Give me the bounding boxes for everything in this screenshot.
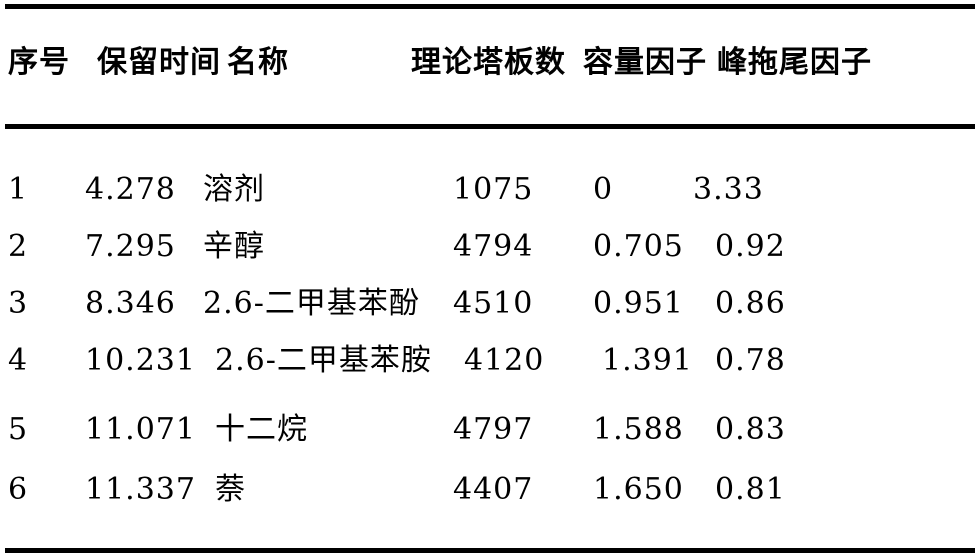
cell-retention: 11.337 [85,472,196,507]
cell-no: 4 [8,343,29,378]
cell-plates: 4794 [453,229,534,264]
cell-tailing: 0.83 [715,412,786,447]
cell-retention: 7.295 [85,229,176,264]
cell-no: 1 [8,172,29,207]
table-bottom-border [5,548,975,553]
column-header-plates: 理论塔板数 [411,45,566,80]
cell-plates: 4797 [453,412,534,447]
cell-no: 3 [8,286,29,321]
column-header-no: 序号 [8,45,70,80]
cell-capacity: 1.588 [593,412,684,447]
cell-capacity: 0.705 [593,229,684,264]
cell-plates: 4510 [453,286,534,321]
cell-capacity: 0.951 [593,286,684,321]
cell-tailing: 0.81 [715,472,786,507]
cell-name: 溶剂 [203,172,265,207]
cell-capacity: 1.391 [602,343,693,378]
cell-name: 萘 [215,472,246,507]
cell-tailing: 0.78 [715,343,786,378]
cell-no: 5 [8,412,29,447]
cell-retention: 4.278 [85,172,176,207]
table-top-border [5,4,975,9]
column-header-tailing: 峰拖尾因子 [717,45,872,80]
cell-plates: 4120 [464,343,545,378]
column-header-capacity: 容量因子 [583,45,707,80]
table-header-divider [5,124,975,129]
cell-retention: 10.231 [85,343,196,378]
cell-no: 6 [8,472,29,507]
cell-plates: 1075 [453,172,534,207]
cell-tailing: 3.33 [693,172,764,207]
cell-tailing: 0.86 [715,286,786,321]
cell-name: 辛醇 [203,229,265,264]
cell-plates: 4407 [453,472,534,507]
cell-name: 2.6-二甲基苯酚 [203,286,420,321]
cell-retention: 8.346 [85,286,176,321]
cell-retention: 11.071 [85,412,196,447]
column-header-name: 名称 [227,45,289,80]
cell-capacity: 1.650 [593,472,684,507]
cell-capacity: 0 [593,172,614,207]
cell-no: 2 [8,229,29,264]
cell-tailing: 0.92 [715,229,786,264]
cell-name: 2.6-二甲基苯胺 [215,343,432,378]
cell-name: 十二烷 [215,412,308,447]
column-header-retention: 保留时间 [97,45,221,80]
